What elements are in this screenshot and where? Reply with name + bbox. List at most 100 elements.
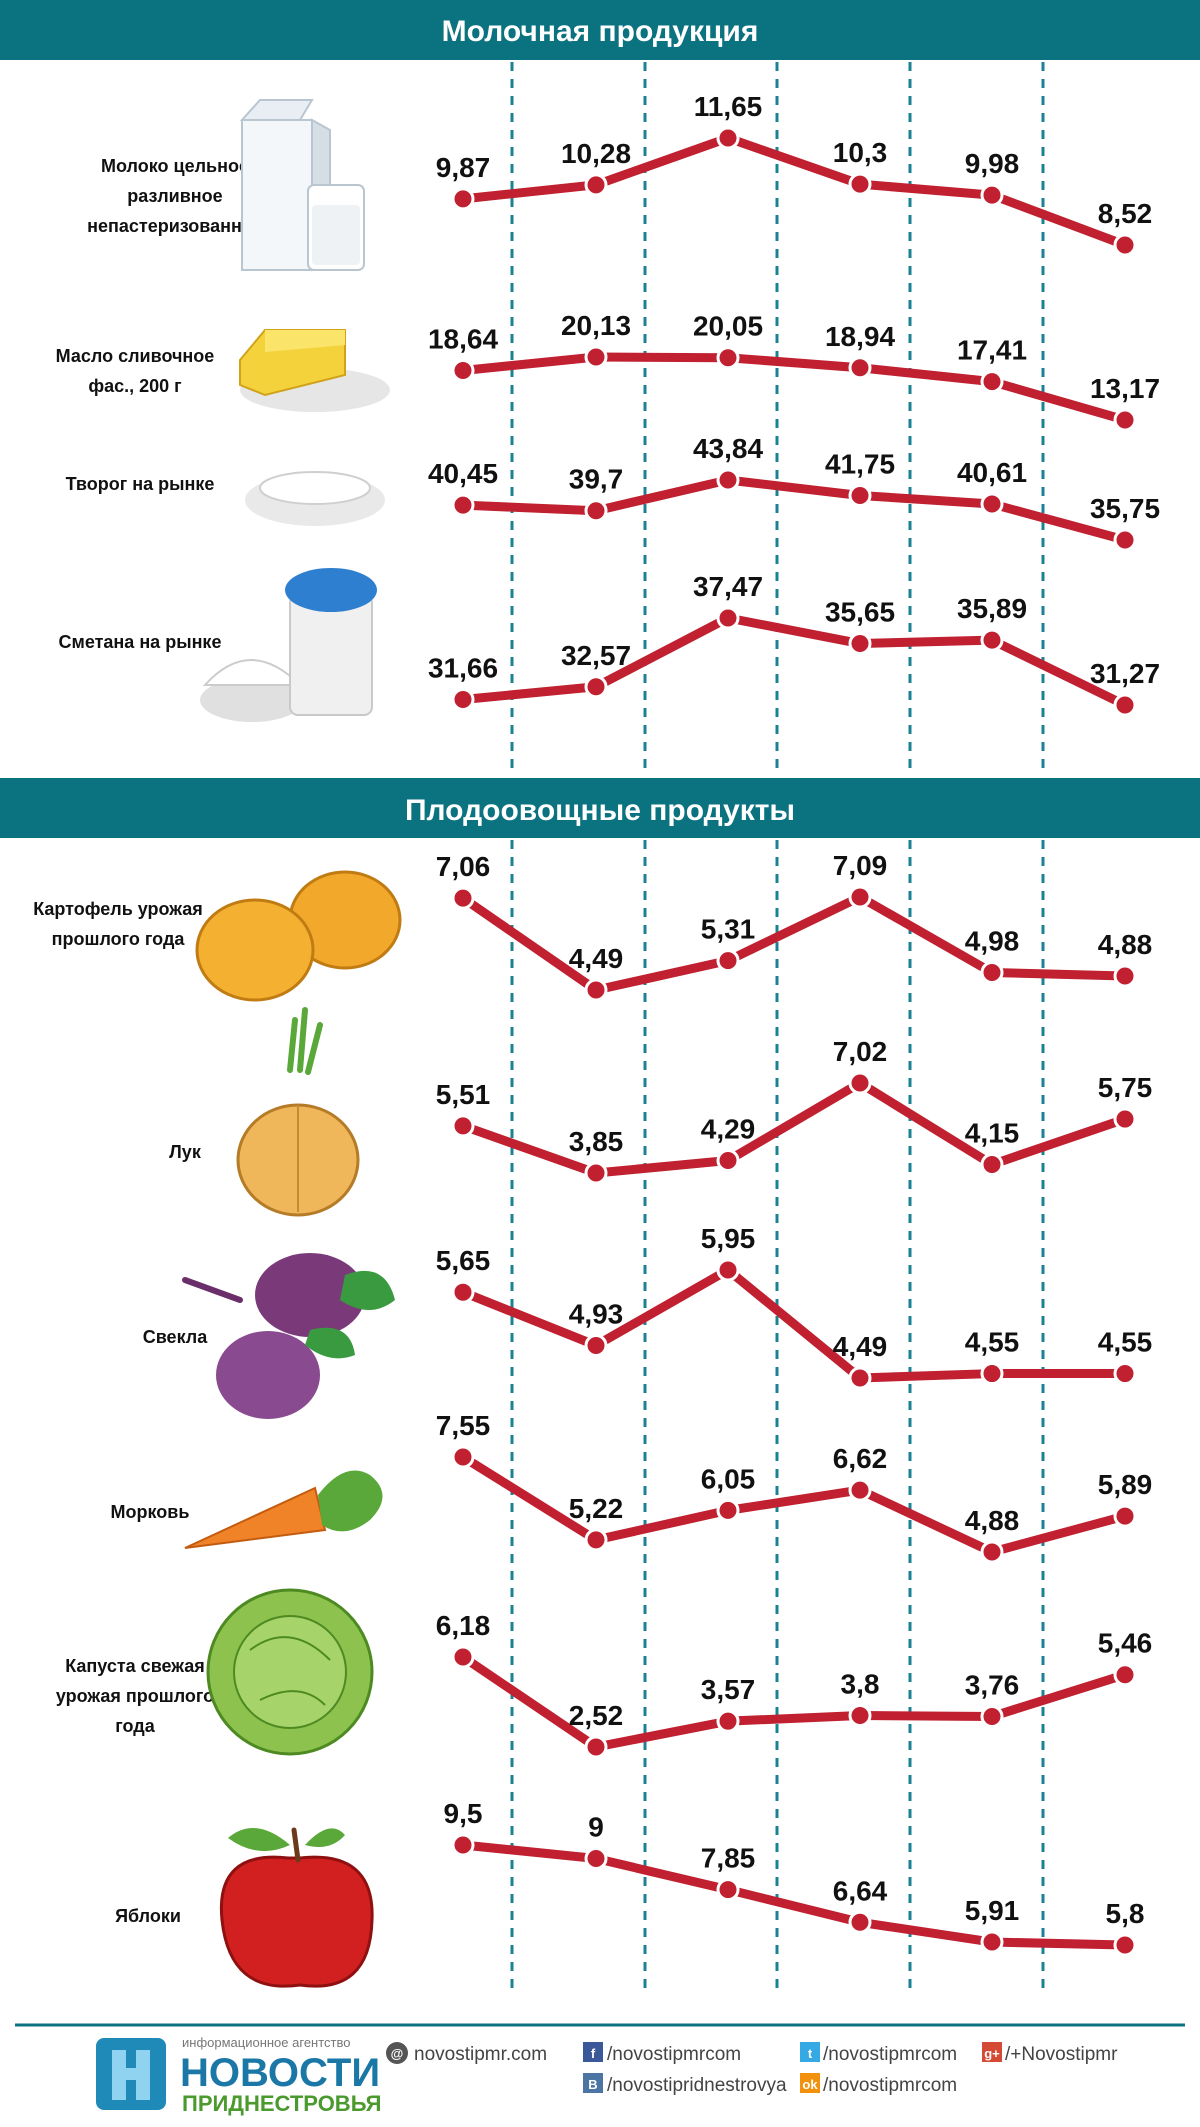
brand-name: НОВОСТИ (180, 2051, 380, 2095)
series-butter: 18,64 20,13 20,05 18,94 17,41 13,17 (428, 310, 1160, 432)
data-point (1113, 693, 1137, 717)
row-label: Яблоки (115, 1906, 181, 1926)
data-label: 7,06 (436, 851, 491, 882)
link-odnoklassniki-text[interactable]: /novostipmrcom (823, 2075, 957, 2096)
data-point (980, 1540, 1004, 1564)
series-onion: 5,51 3,85 4,29 7,02 4,15 5,75 (436, 1036, 1153, 1185)
data-label: 9,5 (444, 1798, 483, 1829)
produce-section-title: Плодоовощные продукты (405, 794, 795, 827)
data-point (716, 1498, 740, 1522)
data-point (1113, 233, 1137, 257)
potato-icon (195, 870, 402, 1002)
data-point (1113, 964, 1137, 988)
data-point (716, 606, 740, 630)
link-googleplus-text[interactable]: /+Novostipmr (1005, 2044, 1118, 2065)
series-potato: 7,06 4,49 5,31 7,09 4,98 4,88 (436, 850, 1152, 1002)
data-point (848, 632, 872, 656)
link-odnoklassniki[interactable]: ok /novostipmrcom (800, 2073, 957, 2096)
data-label: 20,05 (693, 311, 763, 342)
data-point (980, 492, 1004, 516)
row-label: Свекла (143, 1327, 209, 1347)
data-point (451, 1280, 475, 1304)
link-web-text[interactable]: novostipmr.com (414, 2044, 547, 2065)
link-facebook-text[interactable]: /novostipmrcom (607, 2044, 741, 2065)
beet-icon (182, 1253, 395, 1419)
data-point (1113, 528, 1137, 552)
link-twitter-text[interactable]: /novostipmrcom (823, 2044, 957, 2065)
row-label: года (115, 1716, 155, 1736)
data-label: 9,98 (965, 148, 1020, 179)
data-label: 10,3 (833, 137, 888, 168)
row-label: прошлого года (52, 929, 186, 949)
row-label: Морковь (111, 1502, 190, 1522)
data-point (848, 1071, 872, 1095)
data-label: 5,8 (1106, 1898, 1145, 1929)
data-label: 2,52 (569, 1700, 624, 1731)
data-label: 37,47 (693, 571, 763, 602)
row-label: разливное (127, 186, 222, 206)
link-vkontakte-text[interactable]: /novostipridnestrovya (607, 2075, 787, 2096)
product-illustrations (182, 99, 402, 1988)
data-point (451, 1445, 475, 1469)
data-label: 4,55 (965, 1327, 1020, 1358)
data-label: 39,7 (569, 464, 624, 495)
data-point (848, 356, 872, 380)
series-line (458, 1078, 1130, 1178)
link-vkontakte[interactable]: B /novostipridnestrovya (583, 2073, 787, 2096)
data-point (1113, 408, 1137, 432)
link-twitter[interactable]: t /novostipmrcom (800, 2042, 957, 2065)
odnoklassniki-icon (800, 2073, 820, 2093)
data-point (716, 346, 740, 370)
data-label: 40,61 (957, 457, 1027, 488)
web-icon (386, 2042, 408, 2064)
data-label: 5,46 (1098, 1628, 1153, 1659)
svg-text:g+: g+ (984, 2046, 1000, 2061)
data-point (584, 1528, 608, 1552)
produce-header-bar (0, 778, 1200, 838)
data-point (451, 1114, 475, 1138)
data-point (716, 1878, 740, 1902)
link-googleplus[interactable]: g+ /+Novostipmr (982, 2042, 1118, 2065)
link-facebook[interactable]: f /novostipmrcom (583, 2042, 741, 2065)
grid-lines (510, 62, 1045, 1990)
series-line (458, 133, 1130, 250)
row-labels: Молоко цельное разливное непастеризованное… (33, 156, 263, 1926)
data-point (848, 484, 872, 508)
link-web[interactable]: @ novostipmr.com (386, 2042, 547, 2065)
data-point (716, 949, 740, 973)
row-label: фас., 200 г (88, 376, 182, 396)
data-point (1113, 1107, 1137, 1131)
data-label: 4,29 (701, 1114, 756, 1145)
data-point (848, 172, 872, 196)
data-point (716, 1149, 740, 1173)
data-label: 4,49 (569, 943, 624, 974)
data-point (980, 370, 1004, 394)
row-label: Картофель урожая (33, 899, 203, 919)
data-label: 5,22 (569, 1493, 624, 1524)
data-label: 3,57 (701, 1674, 756, 1705)
data-point (451, 493, 475, 517)
row-label: Лук (169, 1142, 202, 1162)
data-label: 4,93 (569, 1298, 624, 1329)
data-point (980, 1362, 1004, 1386)
data-label: 13,17 (1090, 373, 1160, 404)
data-label: 5,95 (701, 1223, 756, 1254)
data-point (980, 960, 1004, 984)
row-label: Капуста свежая (65, 1656, 205, 1676)
agency-logo (96, 2038, 166, 2110)
series-carrot: 7,55 5,22 6,05 6,62 4,88 5,89 (436, 1410, 1152, 1564)
row-label: Масло сливочное (56, 346, 215, 366)
agency-caption: информационное агентство (182, 2035, 350, 2050)
series-line (458, 1452, 1130, 1557)
data-point (716, 468, 740, 492)
series-line (458, 1265, 1130, 1383)
data-label: 5,75 (1098, 1072, 1153, 1103)
series-milk-carton: 9,87 10,28 11,65 10,3 9,98 8,52 (436, 91, 1152, 257)
vkontakte-icon (583, 2073, 603, 2093)
data-point (451, 688, 475, 712)
series-beet: 5,65 4,93 5,95 4,49 4,55 4,55 (436, 1223, 1152, 1390)
data-point (1113, 1504, 1137, 1528)
data-label: 5,91 (965, 1895, 1020, 1926)
data-label: 5,51 (436, 1079, 491, 1110)
